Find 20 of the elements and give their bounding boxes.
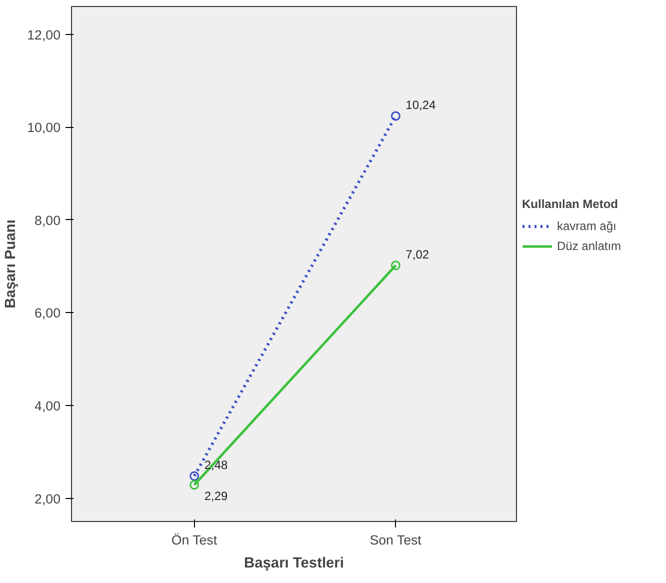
- y-tick-label: 4,00: [34, 398, 61, 414]
- x-tick-label: Son Test: [370, 532, 422, 548]
- legend-title: Kullanılan Metod: [522, 197, 619, 211]
- y-tick-label: 8,00: [34, 212, 61, 228]
- y-tick-label: 6,00: [34, 306, 61, 321]
- point: [190, 471, 200, 481]
- data-label: 10,24: [406, 98, 436, 112]
- y-tick-label: 10,00: [27, 120, 61, 136]
- data-label: 2,29: [204, 488, 228, 503]
- legend-label: Düz anlatım: [557, 239, 622, 253]
- y-tick-label: 2,00: [34, 491, 61, 506]
- point: [390, 260, 400, 270]
- point: [190, 480, 200, 490]
- point: [390, 111, 400, 121]
- data-label: 7,02: [406, 247, 430, 262]
- y-tick-label: 12,00: [27, 27, 61, 42]
- x-axis-title: Başarı Testleri: [244, 556, 344, 572]
- y-axis-title: Başarı Puanı: [3, 220, 20, 308]
- legend-label: kavram ağı: [557, 219, 616, 233]
- x-tick-label: Ön Test: [171, 532, 218, 548]
